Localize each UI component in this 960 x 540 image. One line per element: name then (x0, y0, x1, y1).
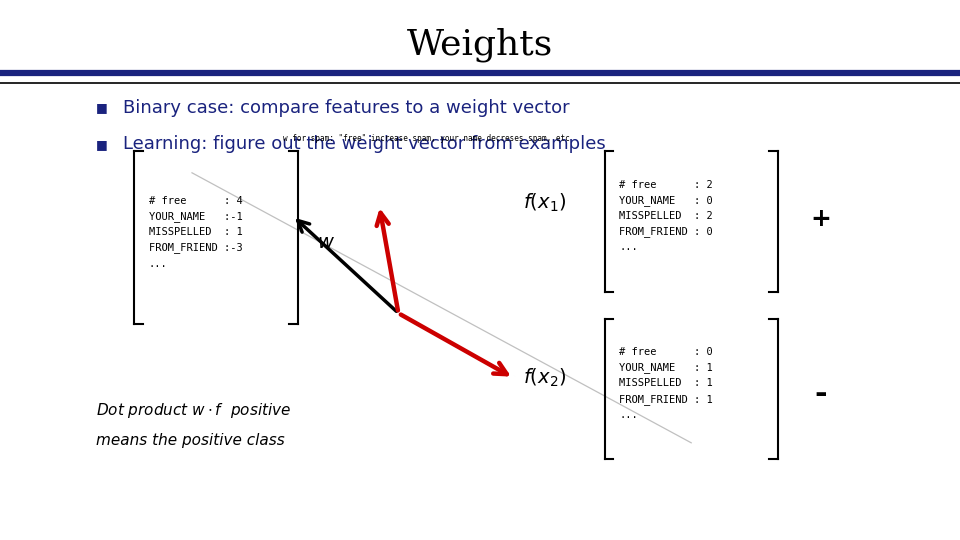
Text: w for spam: "free" increase spam, your name decreses spam, etc: w for spam: "free" increase spam, your n… (283, 134, 570, 143)
Text: means the positive class: means the positive class (96, 433, 285, 448)
Text: # free      : 2
YOUR_NAME   : 0
MISSPELLED  : 2
FROM_FRIEND : 0
...: # free : 2 YOUR_NAME : 0 MISSPELLED : 2 … (619, 180, 713, 252)
Text: Weights: Weights (407, 27, 553, 62)
Text: -: - (814, 380, 828, 409)
Text: Learning: figure out the weight vector from examples: Learning: figure out the weight vector f… (123, 135, 606, 153)
Text: # free      : 0
YOUR_NAME   : 1
MISSPELLED  : 1
FROM_FRIEND : 1
...: # free : 0 YOUR_NAME : 1 MISSPELLED : 1 … (619, 347, 713, 420)
Text: Binary case: compare features to a weight vector: Binary case: compare features to a weigh… (123, 99, 569, 117)
Text: # free      : 4
YOUR_NAME   :-1
MISSPELLED  : 1
FROM_FRIEND :-3
...: # free : 4 YOUR_NAME :-1 MISSPELLED : 1 … (149, 196, 243, 268)
Text: Dot product $w \cdot f$  positive: Dot product $w \cdot f$ positive (96, 401, 291, 420)
Text: +: + (810, 207, 831, 231)
Text: ■: ■ (96, 102, 108, 114)
Text: $f(x_1)$: $f(x_1)$ (523, 191, 566, 214)
Text: $w$: $w$ (317, 233, 335, 253)
Text: ■: ■ (96, 138, 108, 151)
Text: $f(x_2)$: $f(x_2)$ (523, 367, 566, 389)
